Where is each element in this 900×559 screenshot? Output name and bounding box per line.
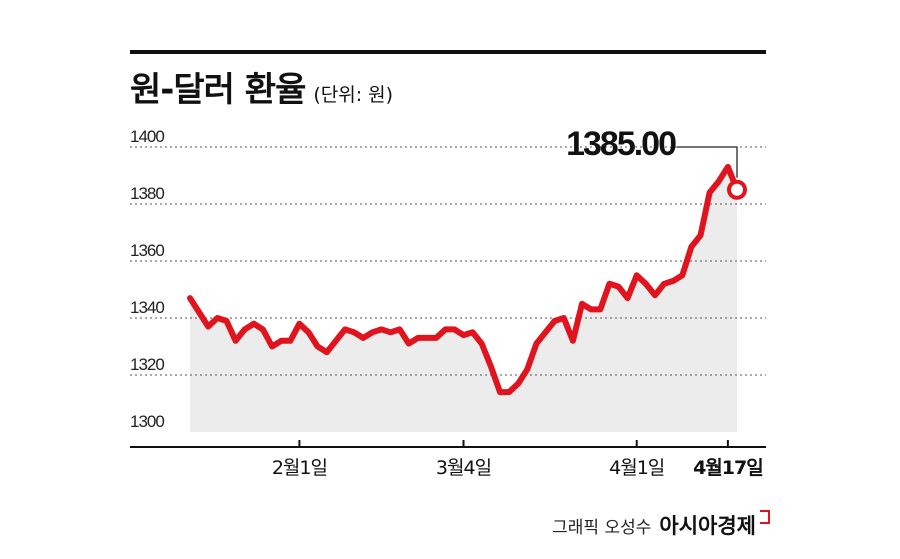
- area-fill: [190, 166, 737, 432]
- end-point-marker: [727, 179, 747, 200]
- brand-mark-icon: [760, 510, 770, 524]
- credit-line: 그래픽 오성수 아시아경제: [552, 510, 770, 540]
- series-line: [187, 163, 740, 396]
- y-tick-label: 1320: [130, 355, 164, 374]
- chart-title: 원-달러 환율: [130, 70, 306, 110]
- graphic-credit: 그래픽 오성수: [552, 518, 652, 538]
- x-tick-label: 4월17일: [693, 457, 763, 479]
- top-rule: [130, 50, 766, 54]
- title-block: 원-달러 환율 (단위: 원): [130, 62, 393, 111]
- x-tick-label: 2월1일: [272, 457, 327, 479]
- brand-name: 아시아경제: [659, 514, 756, 538]
- callout-leader-line: [677, 146, 738, 178]
- y-tick-label: 1400: [130, 127, 164, 146]
- y-tick-label: 1300: [130, 412, 164, 431]
- x-tick-label: 4월1일: [609, 457, 664, 479]
- unit-label: (단위: 원): [313, 84, 394, 106]
- callout-value-label: 1385.00: [566, 125, 676, 163]
- y-tick-label: 1380: [130, 184, 164, 203]
- x-tick-label: 3월4일: [436, 457, 491, 479]
- y-tick-label: 1360: [130, 241, 164, 260]
- y-tick-label: 1340: [130, 298, 164, 317]
